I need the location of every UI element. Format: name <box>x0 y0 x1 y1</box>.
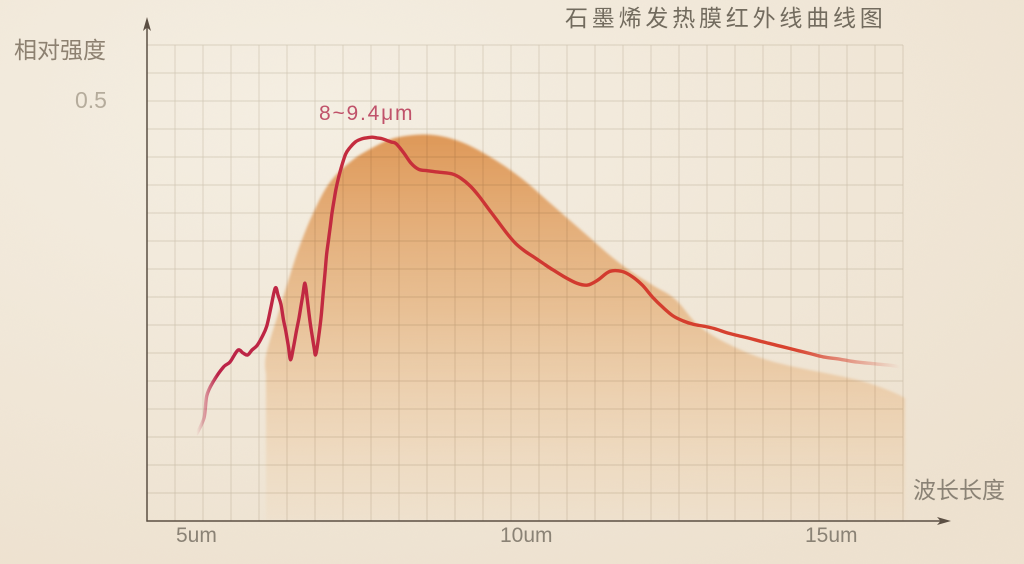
svg-text:10um: 10um <box>500 524 553 547</box>
svg-text:波长长度: 波长长度 <box>913 477 1005 503</box>
svg-text:5um: 5um <box>176 524 217 547</box>
svg-text:相对强度: 相对强度 <box>14 37 106 63</box>
svg-text:15um: 15um <box>805 524 858 547</box>
svg-text:8~9.4μm: 8~9.4μm <box>319 102 414 125</box>
svg-text:0.5: 0.5 <box>75 87 107 113</box>
svg-text:石墨烯发热膜红外线曲线图: 石墨烯发热膜红外线曲线图 <box>565 5 887 31</box>
